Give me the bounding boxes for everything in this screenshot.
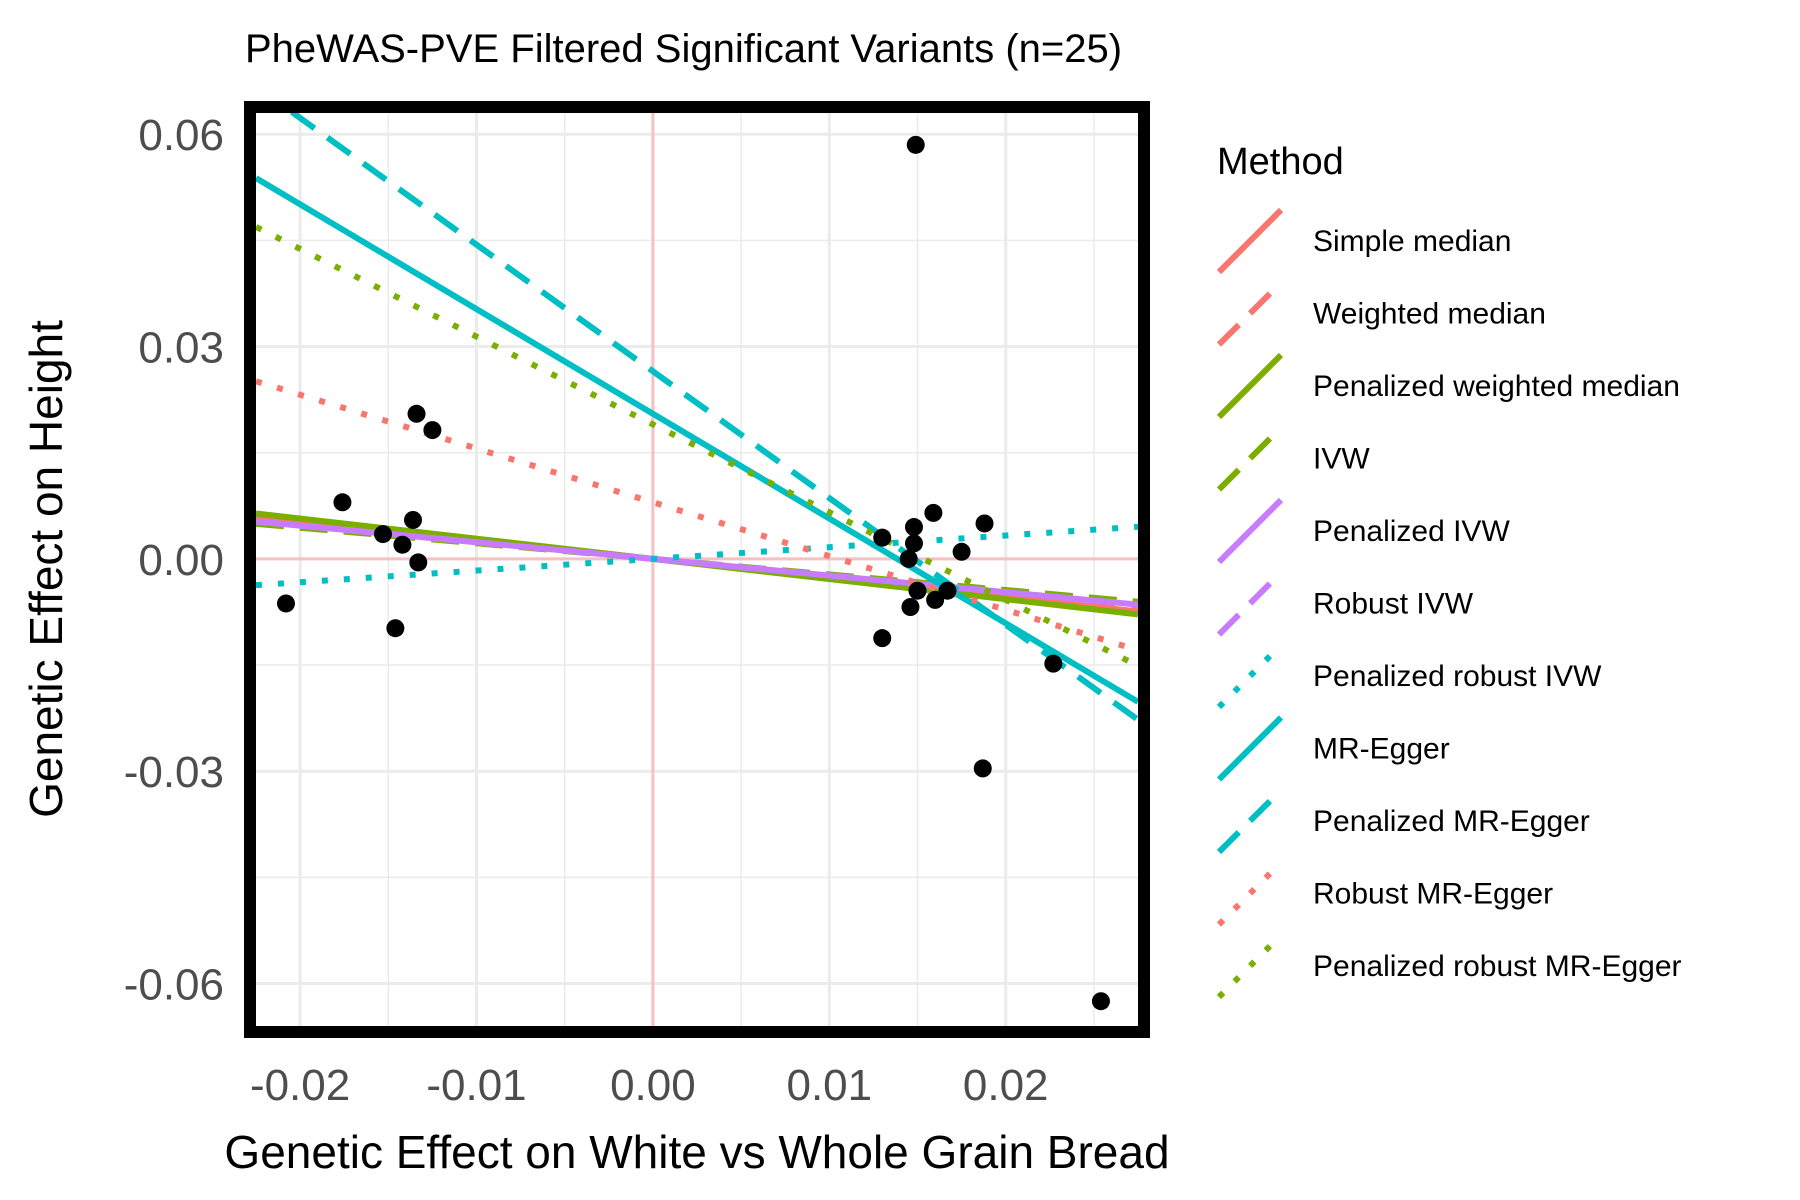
legend-key-penalized-weighted-median <box>1216 352 1284 420</box>
y-tick-label: 0.00 <box>138 536 224 585</box>
variant-point <box>407 404 426 423</box>
variant-point <box>276 594 295 613</box>
legend-label: Weighted median <box>1313 298 1546 331</box>
legend-item-penalized-mr-egger: Penalized MR-Egger <box>1216 787 1590 855</box>
legend-label: Robust IVW <box>1313 588 1474 621</box>
variant-point <box>409 553 428 572</box>
legend-key-penalized-ivw <box>1216 497 1284 565</box>
variant-point <box>904 534 923 553</box>
y-tick-label: -0.03 <box>124 748 224 797</box>
x-tick-label: 0.02 <box>963 1061 1049 1110</box>
variant-point <box>973 759 992 778</box>
legend-item-penalized-robust-ivw: Penalized robust IVW <box>1216 642 1602 710</box>
variant-point <box>926 590 945 609</box>
y-tick-label: 0.06 <box>138 111 224 160</box>
variant-point <box>1091 992 1110 1011</box>
x-tick-label: 0.01 <box>786 1061 872 1110</box>
variant-points <box>276 135 1110 1011</box>
x-axis-title: Genetic Effect on White vs Whole Grain B… <box>224 1126 1169 1178</box>
legend-key-robust-mr-egger <box>1216 860 1284 927</box>
variant-point <box>873 629 892 648</box>
legend-key-penalized-mr-egger <box>1216 787 1284 855</box>
variant-point <box>924 503 943 522</box>
legend-title: Method <box>1217 141 1344 183</box>
legend-label: Penalized robust IVW <box>1313 660 1602 693</box>
legend-item-simple-median: Simple median <box>1216 207 1511 275</box>
variant-point <box>386 619 405 638</box>
line-penalized-robust-ivw <box>256 523 1138 589</box>
legend-label: Penalized robust MR-Egger <box>1313 950 1682 983</box>
variant-point <box>374 525 393 544</box>
line-penalized-mr-egger <box>288 113 1138 723</box>
variant-point <box>393 535 412 554</box>
variant-point <box>333 493 352 512</box>
line-robust-ivw <box>256 518 1138 608</box>
legend-item-penalized-ivw: Penalized IVW <box>1216 497 1510 565</box>
variant-point <box>938 581 957 600</box>
chart-title: PheWAS-PVE Filtered Significant Variants… <box>245 27 1122 71</box>
legend-label: Penalized IVW <box>1313 515 1510 548</box>
legend-key-ivw <box>1216 425 1284 492</box>
y-tick-label: -0.06 <box>124 961 224 1010</box>
variant-point <box>906 135 925 154</box>
legend-item-penalized-robust-mr-egger: Penalized robust MR-Egger <box>1216 932 1682 1000</box>
legend-label: MR-Egger <box>1313 733 1450 766</box>
variant-point <box>899 549 918 568</box>
x-tick-label: 0.00 <box>610 1061 696 1110</box>
variant-point <box>873 528 892 547</box>
plot-border <box>244 101 1150 1038</box>
y-axis-title: Genetic Effect on Height <box>20 320 72 818</box>
plot-grid <box>256 113 1138 1026</box>
x-tick-label: -0.01 <box>426 1061 526 1110</box>
legend-label: Simple median <box>1313 225 1511 258</box>
legend-item-mr-egger: MR-Egger <box>1216 715 1450 782</box>
variant-point <box>904 518 923 537</box>
legend-key-robust-ivw <box>1216 570 1284 637</box>
legend-item-penalized-weighted-median: Penalized weighted median <box>1216 352 1680 420</box>
variant-point <box>403 510 422 529</box>
legend-key-weighted-median <box>1216 280 1284 347</box>
x-tick-label: -0.02 <box>250 1061 350 1110</box>
legend-item-robust-ivw: Robust IVW <box>1216 570 1474 637</box>
variant-point <box>1044 654 1063 673</box>
legend-key-mr-egger <box>1216 715 1284 782</box>
legend-item-ivw: IVW <box>1216 425 1370 492</box>
legend-label: IVW <box>1313 443 1370 476</box>
x-axis-ticks: -0.02 -0.01 0.00 0.01 0.02 <box>250 1061 1049 1110</box>
legend-key-penalized-robust-ivw <box>1216 642 1284 710</box>
legend-item-weighted-median: Weighted median <box>1216 280 1546 347</box>
variant-point <box>908 581 927 600</box>
legend: Simple median Weighted median Penalized we… <box>1216 207 1682 1000</box>
y-tick-label: 0.03 <box>138 324 224 373</box>
y-axis-ticks: -0.06 -0.03 0.00 0.03 0.06 <box>124 111 224 1009</box>
legend-label: Robust MR-Egger <box>1313 878 1553 911</box>
legend-item-robust-mr-egger: Robust MR-Egger <box>1216 860 1553 927</box>
legend-label: Penalized MR-Egger <box>1313 805 1590 838</box>
variant-point <box>952 542 971 561</box>
legend-label: Penalized weighted median <box>1313 370 1680 403</box>
legend-key-simple-median <box>1216 207 1284 275</box>
legend-key-penalized-robust-mr-egger <box>1216 932 1284 1000</box>
variant-point <box>423 421 442 440</box>
variant-point <box>901 598 920 617</box>
variant-point <box>975 514 994 533</box>
